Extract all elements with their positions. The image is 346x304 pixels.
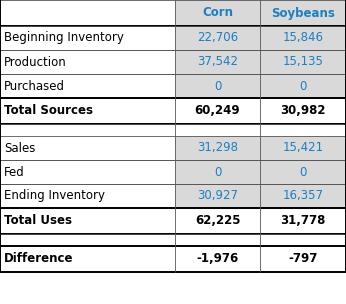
Bar	[0, 208, 175, 234]
Bar	[260, 184, 346, 208]
Bar	[0, 26, 175, 50]
Text: 31,298: 31,298	[197, 141, 238, 154]
Text: -797: -797	[288, 253, 318, 265]
Text: Ending Inventory: Ending Inventory	[4, 189, 105, 202]
Text: 0: 0	[214, 165, 221, 178]
Bar	[175, 74, 260, 98]
Bar	[175, 98, 260, 124]
Bar	[0, 136, 175, 160]
Bar	[0, 74, 175, 98]
Bar	[0, 0, 175, 26]
Bar	[0, 184, 175, 208]
Bar	[260, 234, 346, 246]
Text: 30,982: 30,982	[280, 105, 326, 118]
Bar	[260, 74, 346, 98]
Text: 31,778: 31,778	[280, 215, 326, 227]
Bar	[175, 184, 260, 208]
Text: Corn: Corn	[202, 6, 233, 19]
Text: 22,706: 22,706	[197, 32, 238, 44]
Text: Sales: Sales	[4, 141, 35, 154]
Bar	[0, 246, 175, 272]
Text: -1,976: -1,976	[197, 253, 239, 265]
Bar	[0, 160, 175, 184]
Text: Beginning Inventory: Beginning Inventory	[4, 32, 124, 44]
Bar	[260, 136, 346, 160]
Bar	[260, 26, 346, 50]
Bar	[260, 208, 346, 234]
Text: Fed: Fed	[4, 165, 25, 178]
Bar	[175, 136, 260, 160]
Bar	[175, 26, 260, 50]
Text: 0: 0	[299, 80, 307, 92]
Bar	[0, 98, 175, 124]
Bar	[260, 0, 346, 26]
Text: 16,357: 16,357	[282, 189, 324, 202]
Bar	[175, 208, 260, 234]
Bar	[175, 124, 260, 136]
Text: 15,135: 15,135	[283, 56, 324, 68]
Bar	[0, 124, 175, 136]
Bar	[260, 160, 346, 184]
Text: Total Sources: Total Sources	[4, 105, 93, 118]
Bar	[260, 50, 346, 74]
Text: Total Uses: Total Uses	[4, 215, 72, 227]
Text: 15,421: 15,421	[282, 141, 324, 154]
Bar	[175, 234, 260, 246]
Bar	[260, 246, 346, 272]
Bar	[175, 160, 260, 184]
Text: 30,927: 30,927	[197, 189, 238, 202]
Bar	[0, 50, 175, 74]
Text: 15,846: 15,846	[282, 32, 324, 44]
Bar	[260, 124, 346, 136]
Text: 0: 0	[299, 165, 307, 178]
Text: Production: Production	[4, 56, 67, 68]
Bar	[175, 0, 260, 26]
Text: Difference: Difference	[4, 253, 73, 265]
Bar	[175, 50, 260, 74]
Bar	[0, 234, 175, 246]
Text: 60,249: 60,249	[195, 105, 240, 118]
Text: 62,225: 62,225	[195, 215, 240, 227]
Text: 0: 0	[214, 80, 221, 92]
Bar	[175, 246, 260, 272]
Text: 37,542: 37,542	[197, 56, 238, 68]
Text: Purchased: Purchased	[4, 80, 65, 92]
Text: Soybeans: Soybeans	[271, 6, 335, 19]
Bar	[260, 98, 346, 124]
